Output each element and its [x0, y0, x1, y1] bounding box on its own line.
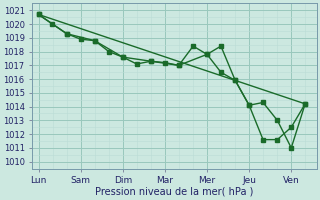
- X-axis label: Pression niveau de la mer( hPa ): Pression niveau de la mer( hPa ): [95, 187, 253, 197]
